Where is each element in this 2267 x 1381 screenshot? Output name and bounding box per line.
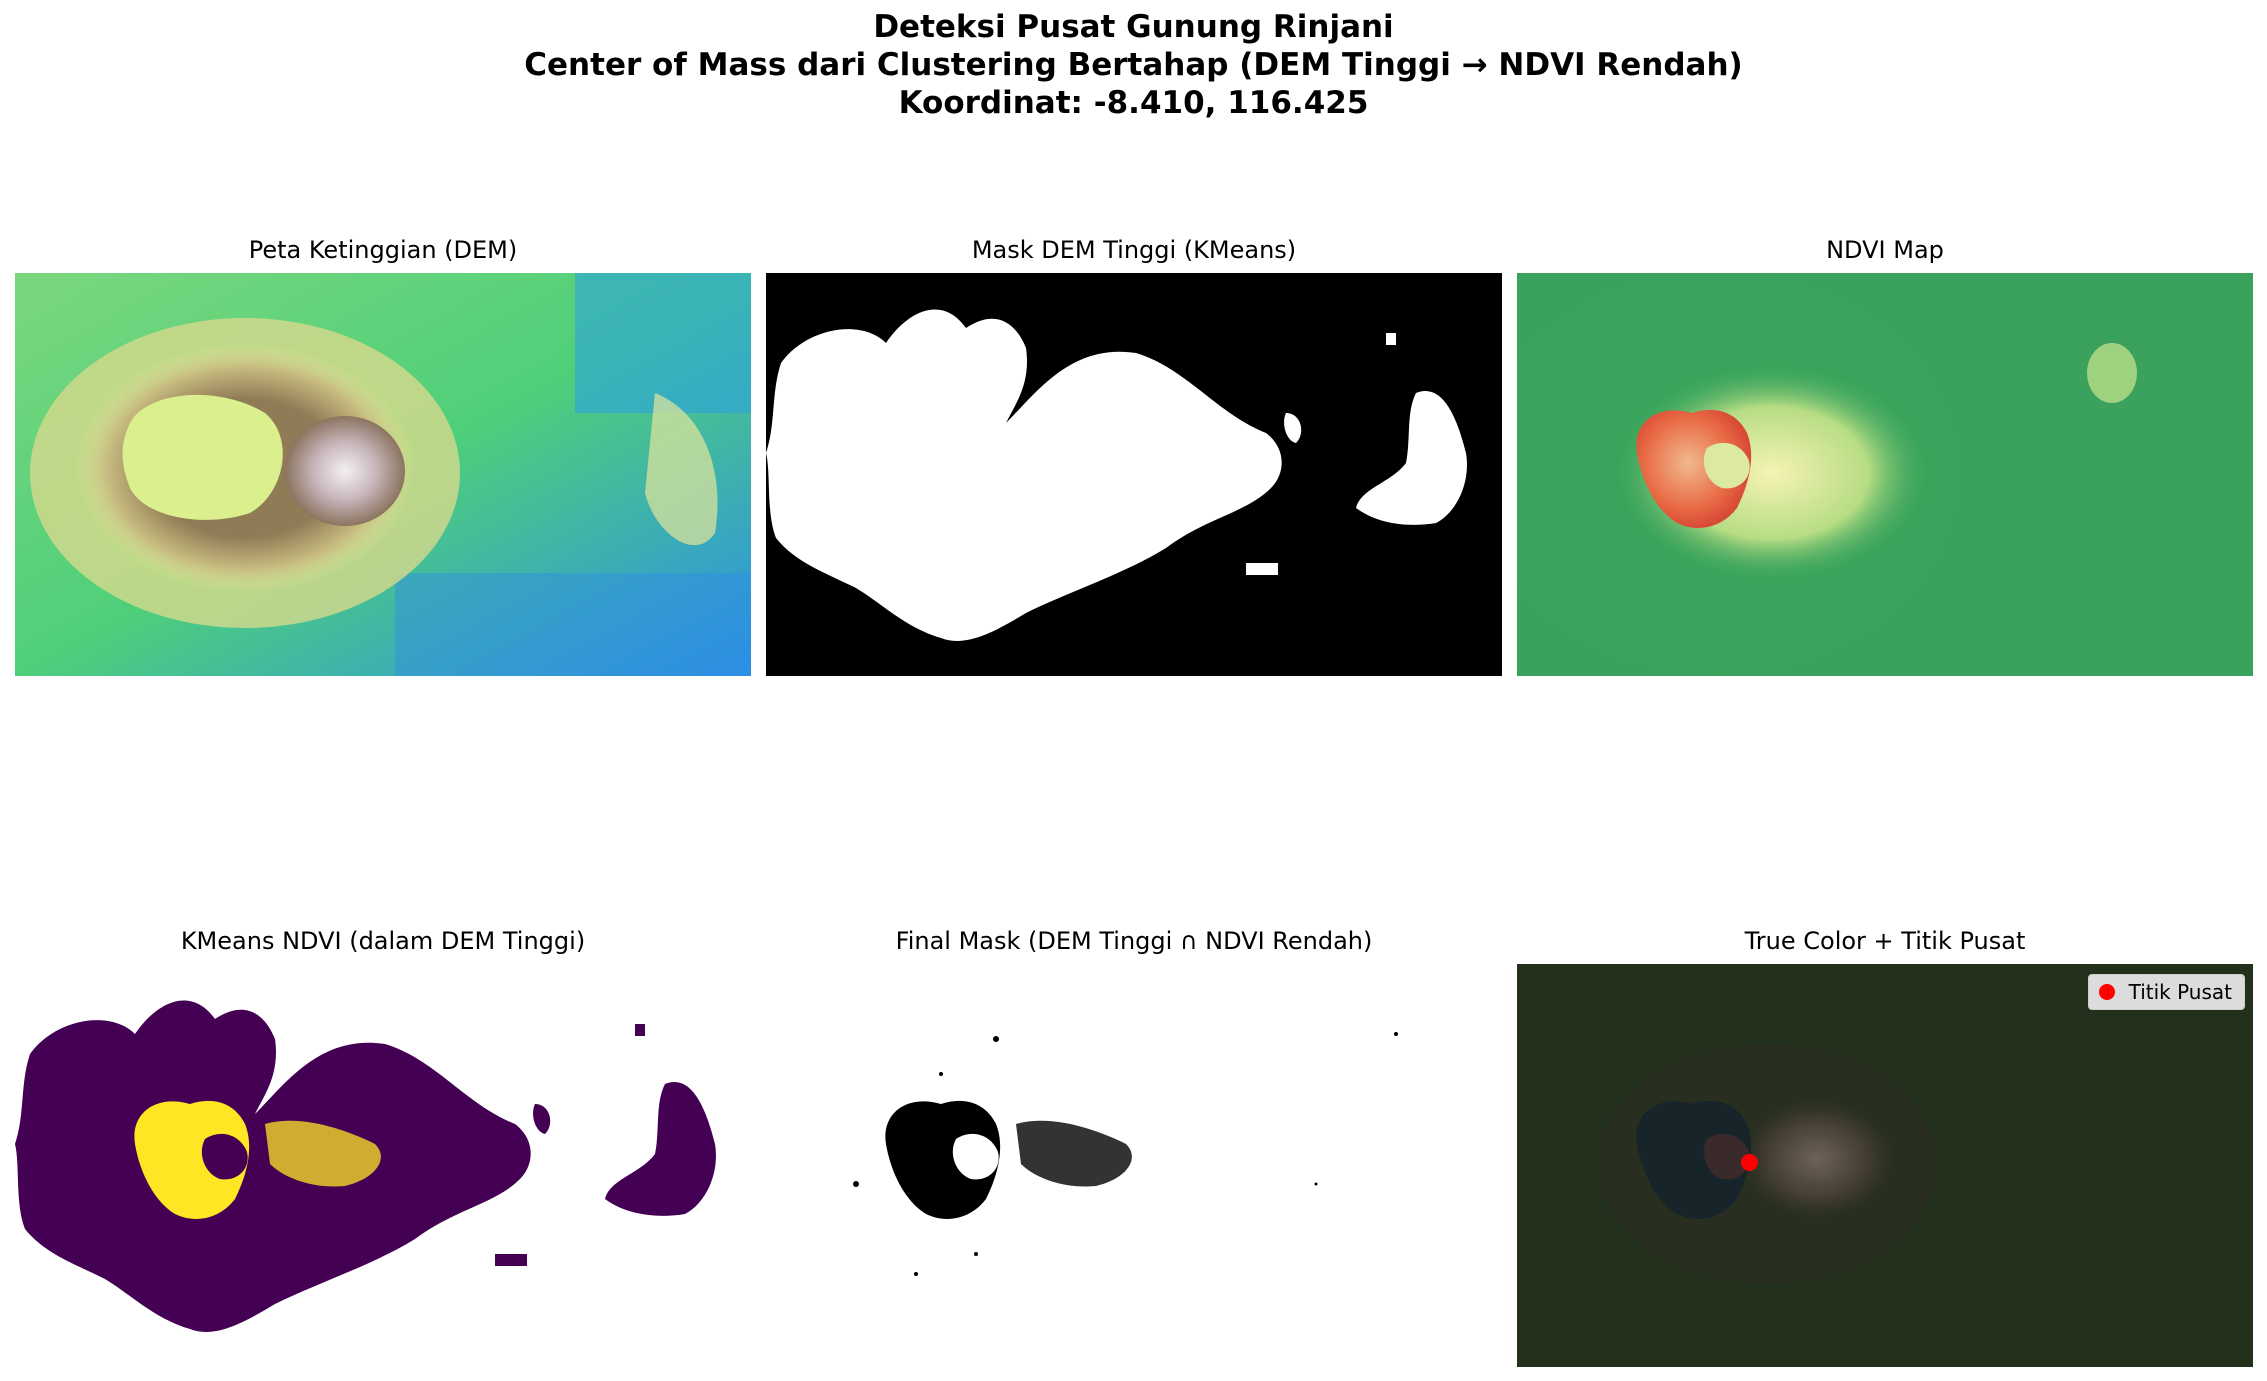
- figure-title: Deteksi Pusat Gunung Rinjani Center of M…: [0, 8, 2267, 122]
- legend: Titik Pusat: [2087, 974, 2245, 1010]
- dem-elevation-map: [15, 273, 751, 676]
- figure-title-line-1: Deteksi Pusat Gunung Rinjani: [873, 9, 1394, 45]
- true-color-image: Titik Pusat: [1517, 964, 2253, 1367]
- dem-mask-image: [766, 273, 1502, 676]
- ndvi-map-image: [1517, 273, 2253, 676]
- figure-title-line-2: Center of Mass dari Clustering Bertahap …: [524, 47, 1743, 83]
- panel-dem-mask-title: Mask DEM Tinggi (KMeans): [971, 236, 1297, 264]
- panel-final-mask-title: Final Mask (DEM Tinggi ∩ NDVI Rendah): [895, 927, 1373, 955]
- legend-label: Titik Pusat: [2128, 980, 2232, 1004]
- panel-dem: Peta Ketinggian (DEM): [15, 236, 751, 676]
- panel-dem-title: Peta Ketinggian (DEM): [248, 236, 518, 264]
- panel-kmeans-ndvi-title: KMeans NDVI (dalam DEM Tinggi): [180, 927, 586, 955]
- panel-kmeans-ndvi: KMeans NDVI (dalam DEM Tinggi): [15, 927, 751, 1367]
- panel-ndvi: NDVI Map: [1517, 236, 2253, 676]
- panel-dem-mask: Mask DEM Tinggi (KMeans): [766, 236, 1502, 676]
- panel-ndvi-title: NDVI Map: [1826, 236, 1944, 264]
- final-mask-image: [766, 964, 1502, 1367]
- panel-true-color-title: True Color + Titik Pusat: [1744, 927, 2026, 955]
- panel-true-color: True Color + Titik Pusat Titik Pusat: [1517, 927, 2253, 1367]
- kmeans-ndvi-image: [15, 964, 751, 1367]
- figure-title-line-3: Koordinat: -8.410, 116.425: [898, 85, 1369, 121]
- center-point-marker: [1741, 1154, 1758, 1171]
- legend-marker-icon: [2098, 984, 2115, 1000]
- panel-final-mask: Final Mask (DEM Tinggi ∩ NDVI Rendah): [766, 927, 1502, 1367]
